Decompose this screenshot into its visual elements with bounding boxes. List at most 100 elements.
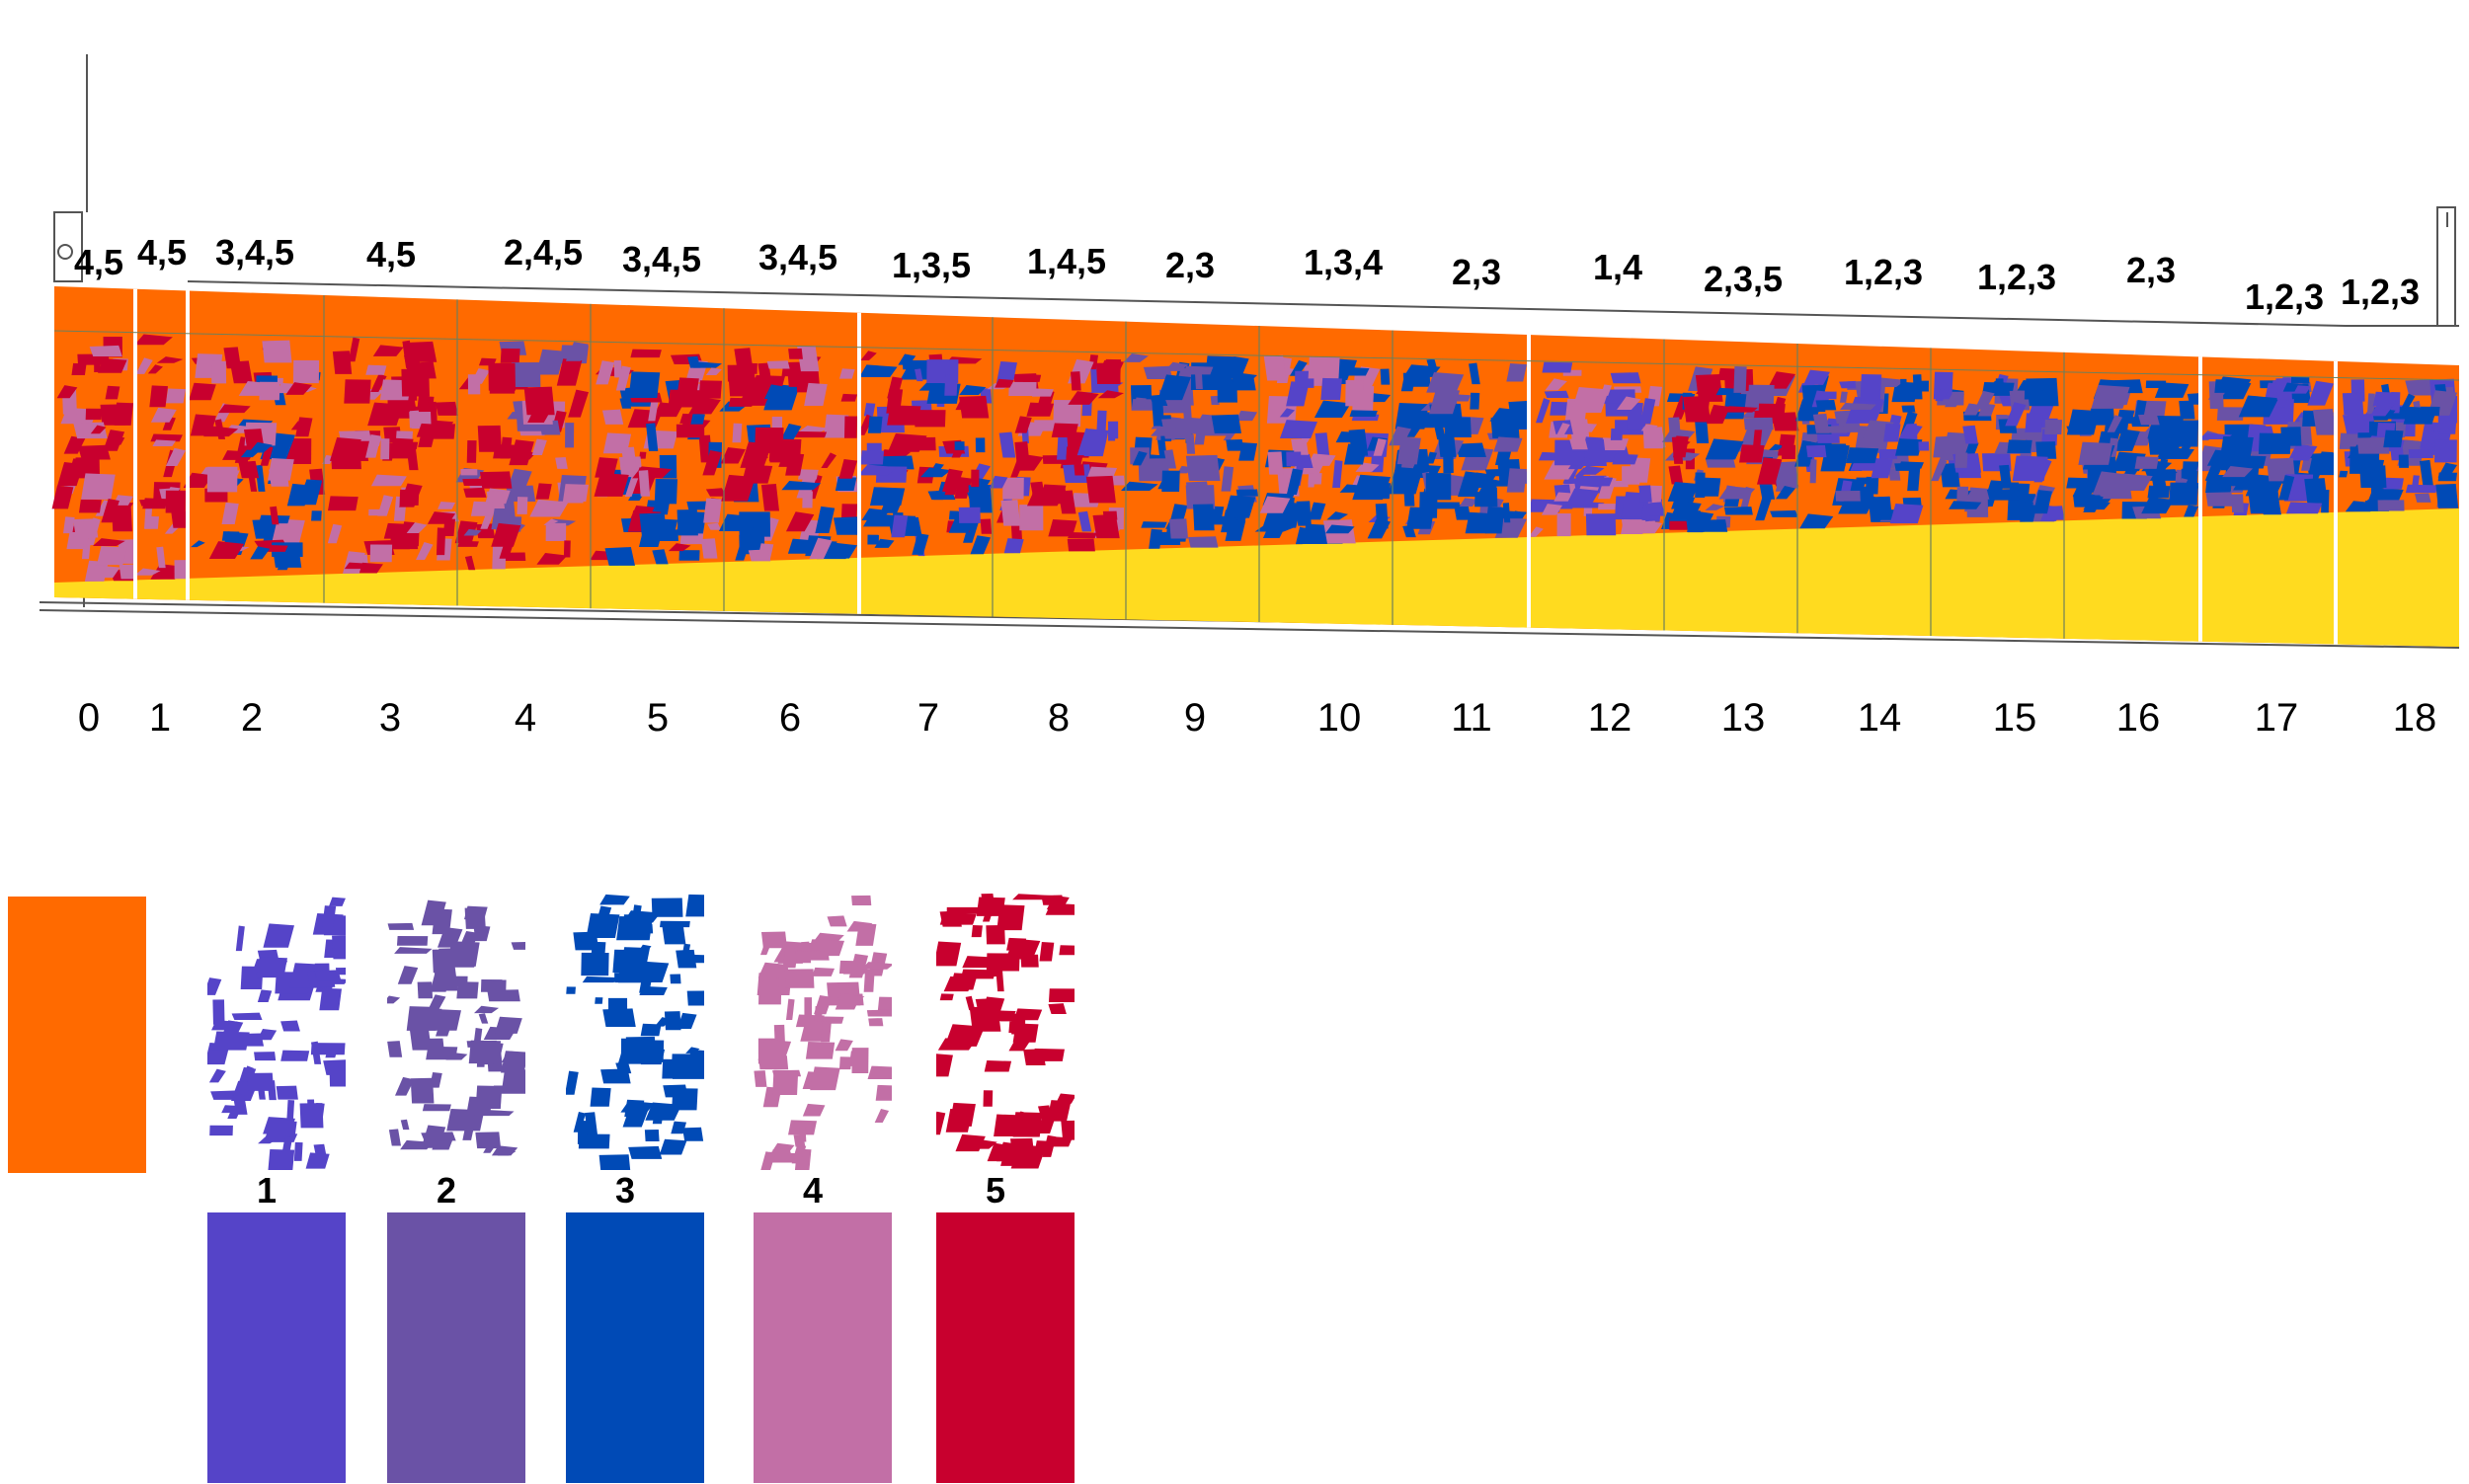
legend-base-swatch	[8, 897, 146, 1173]
legend-pattern-piece	[1006, 937, 1027, 951]
legend-pattern-piece	[945, 1108, 973, 1133]
legend-pattern-piece	[640, 1023, 662, 1037]
pattern-piece	[887, 405, 921, 426]
pattern-piece	[1164, 361, 1189, 371]
pattern-piece	[63, 435, 86, 454]
pattern-piece	[2222, 465, 2254, 478]
legend-pattern-piece	[397, 966, 419, 984]
pattern-piece	[970, 535, 991, 555]
pattern-piece	[1883, 423, 1901, 442]
pattern-piece	[1053, 400, 1081, 428]
pattern-piece	[1508, 401, 1531, 430]
pattern-piece	[107, 435, 125, 445]
pattern-piece	[147, 364, 164, 374]
pattern-piece	[1048, 519, 1077, 537]
pattern-piece	[1493, 436, 1523, 452]
pattern-piece	[277, 547, 296, 571]
legend-pattern-piece	[478, 1013, 489, 1024]
legend-pattern-piece	[791, 1144, 807, 1164]
legend-pattern-piece	[394, 1076, 415, 1096]
pattern-piece	[174, 560, 187, 580]
legend-pattern-preview	[936, 894, 1075, 1170]
pattern-piece	[1083, 429, 1109, 457]
pattern-piece	[1722, 393, 1747, 420]
pattern-piece	[114, 402, 133, 426]
legend-pattern-piece	[494, 1016, 522, 1034]
pattern-piece	[1002, 477, 1024, 500]
pattern-piece	[2435, 483, 2459, 508]
legend-pattern-piece	[760, 1151, 776, 1170]
pattern-piece	[1373, 438, 1387, 456]
pattern-piece	[286, 483, 310, 507]
pattern-piece	[270, 506, 279, 525]
pattern-piece	[621, 446, 638, 472]
pattern-piece	[208, 541, 245, 559]
pattern-piece	[705, 367, 722, 375]
pattern-piece	[2083, 494, 2104, 512]
legend-pattern-piece	[511, 941, 525, 950]
pattern-piece	[967, 491, 979, 503]
pattern-piece	[96, 546, 127, 566]
pattern-piece	[1739, 444, 1765, 463]
pattern-piece	[105, 385, 120, 400]
pattern-piece	[1621, 492, 1646, 517]
legend-pattern-piece	[208, 1068, 226, 1083]
panel-layer-label: 1,2,3	[2340, 272, 2421, 312]
legend-pattern-svg	[207, 897, 346, 1170]
pattern-piece	[779, 423, 802, 442]
legend-pattern-piece	[239, 1065, 254, 1087]
panel-pattern	[2339, 378, 2459, 512]
pattern-piece	[1506, 363, 1527, 382]
pattern-piece	[734, 348, 755, 376]
legend-pattern-piece	[322, 905, 337, 928]
pattern-piece	[1871, 458, 1893, 479]
pattern-piece	[1901, 405, 1916, 413]
pattern-piece	[912, 533, 929, 555]
pattern-piece	[1556, 423, 1570, 435]
pattern-piece	[77, 444, 111, 460]
legend-pattern-piece	[329, 1066, 346, 1087]
panel-layer-label: 2,3	[1451, 252, 1502, 292]
pattern-piece	[707, 522, 722, 530]
pattern-piece	[1429, 388, 1461, 415]
pattern-piece	[285, 382, 313, 395]
legend-pattern-piece	[566, 986, 576, 994]
pattern-piece	[596, 360, 615, 385]
pattern-piece	[1962, 425, 1978, 444]
pattern-piece	[2216, 407, 2244, 421]
legend-pattern-piece	[417, 981, 434, 999]
pattern-piece	[78, 499, 102, 513]
pattern-piece	[2287, 443, 2318, 461]
legend-pattern-piece	[566, 1070, 579, 1095]
legend-pattern-piece	[599, 894, 630, 905]
pattern-piece	[828, 542, 857, 559]
pattern-piece	[436, 527, 446, 556]
legend-pattern-piece	[936, 1111, 946, 1135]
pattern-piece	[1542, 361, 1573, 373]
legend-pattern-piece	[944, 1024, 986, 1047]
pattern-piece	[788, 348, 803, 359]
legend-pattern-piece	[618, 923, 654, 934]
legend-pattern-piece	[821, 1021, 832, 1043]
pattern-piece	[1226, 439, 1244, 451]
pattern-piece	[1699, 394, 1711, 409]
legend-pattern-piece	[280, 1020, 300, 1032]
pattern-piece	[1008, 381, 1037, 397]
legend-pattern-piece	[474, 1005, 500, 1014]
legend-pattern-piece	[487, 989, 520, 1002]
pattern-piece	[1320, 377, 1342, 401]
legend-pattern-piece	[805, 1041, 836, 1059]
legend-pattern-piece	[772, 1069, 799, 1095]
pattern-piece	[62, 516, 75, 534]
pattern-piece	[2219, 435, 2254, 461]
pattern-piece	[416, 542, 434, 561]
legend-pattern-piece	[1012, 894, 1053, 900]
pattern-piece	[798, 469, 819, 480]
pattern-piece	[2025, 413, 2043, 432]
pattern-piece	[867, 416, 883, 433]
legend-pattern-piece	[1061, 1120, 1075, 1140]
panel-pattern	[857, 351, 993, 557]
pattern-piece	[700, 538, 718, 559]
pattern-piece	[142, 498, 168, 509]
panel-layer-label: 2,3	[2125, 250, 2177, 290]
